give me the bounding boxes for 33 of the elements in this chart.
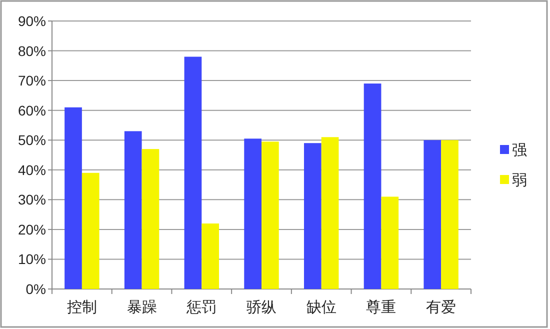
y-tick-label: 70%	[18, 72, 46, 89]
y-tick-label: 90%	[18, 13, 46, 29]
bar	[82, 172, 100, 289]
bar	[244, 138, 262, 289]
y-tick-label: 40%	[18, 162, 46, 178]
x-tick-label: 尊重	[366, 299, 396, 316]
bar	[424, 140, 442, 289]
y-tick-label: 50%	[18, 132, 46, 148]
bar	[304, 143, 322, 289]
y-tick-label: 10%	[18, 251, 46, 268]
legend-label: 强	[512, 142, 527, 159]
x-tick-label: 控制	[66, 299, 97, 316]
y-tick-label: 80%	[18, 42, 46, 59]
bar	[381, 196, 399, 289]
bar	[262, 142, 279, 289]
bar	[124, 131, 142, 289]
y-tick-label: 0%	[26, 281, 46, 297]
y-tick-label: 30%	[18, 192, 46, 208]
x-tick-label: 惩罚	[186, 299, 217, 316]
bar	[184, 56, 202, 289]
bar	[364, 84, 382, 289]
legend-label: 弱	[512, 172, 527, 189]
x-tick-label: 骄纵	[246, 299, 276, 316]
x-tick-label: 缺位	[306, 299, 336, 316]
x-tick-label: 有爱	[426, 299, 456, 316]
bar	[142, 149, 160, 289]
bar	[321, 137, 339, 289]
bar	[202, 223, 219, 289]
bar	[441, 140, 458, 289]
y-tick-label: 60%	[18, 102, 46, 118]
x-tick-label: 暴躁	[126, 299, 157, 316]
bar	[64, 107, 82, 289]
y-tick-label: 20%	[18, 221, 46, 238]
